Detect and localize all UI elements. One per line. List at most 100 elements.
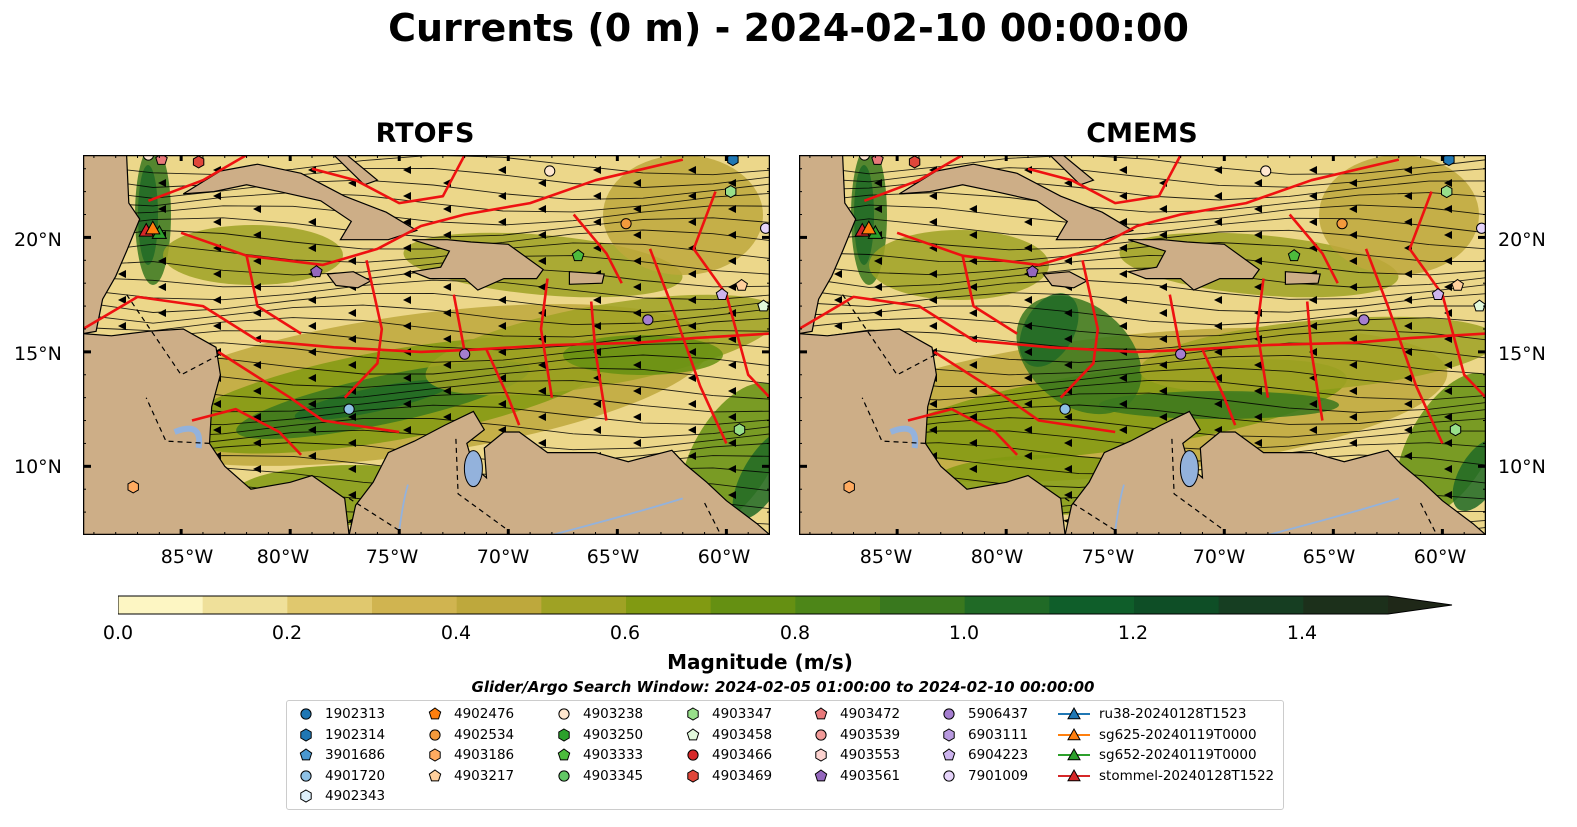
lat-tick-label: 20°N (1498, 229, 1546, 251)
legend-item: 1902314 (295, 725, 385, 745)
lon-tick-label: 70°W (1192, 546, 1246, 568)
legend-item: 4903561 (810, 766, 900, 786)
colorbar-segment (795, 596, 881, 614)
float-marker (642, 314, 654, 326)
float-marker (1441, 185, 1453, 199)
legend-item: stommel-20240128T1522 (1057, 766, 1274, 786)
float-marker (1451, 278, 1464, 291)
legend-item: 4903469 (682, 766, 772, 786)
legend-item-label: 4903347 (712, 706, 773, 722)
legend-item-label: sg625-20240119T0000 (1099, 726, 1257, 743)
legend-item: 7901009 (938, 766, 1028, 786)
float-marker (1059, 403, 1071, 415)
lon-tick-label: 65°W (586, 546, 640, 568)
lat-tick-label: 10°N (1498, 456, 1546, 478)
pentagon-marker-icon (428, 707, 442, 720)
legend-item: sg652-20240119T0000 (1057, 745, 1257, 765)
float-marker (908, 155, 921, 169)
float-marker (310, 265, 323, 278)
legend-item: 4902534 (424, 725, 514, 745)
legend-item-label: 1902314 (325, 726, 386, 743)
float-marker (1026, 265, 1039, 278)
legend-item-label: 4903561 (840, 767, 901, 784)
colorbar-extend-arrow (1388, 596, 1452, 614)
legend-item: 4902343 (295, 786, 385, 806)
triangle-marker-icon (1058, 747, 1090, 761)
glider-marker (144, 220, 161, 235)
legend-item-label: 4903458 (712, 726, 773, 743)
float-marker (715, 287, 729, 300)
float-marker (1358, 314, 1370, 326)
lat-tick-label: 15°N (1498, 343, 1546, 365)
float-marker (843, 480, 855, 494)
colorbar-segment (964, 596, 1050, 614)
float-marker (155, 155, 168, 165)
legend-item-label: 1902313 (325, 706, 386, 722)
float-marker (733, 423, 746, 437)
legend-item: 4902476 (424, 704, 514, 724)
colorbar-label: Magnitude (m/s) (667, 650, 853, 674)
hexagon-marker-icon (429, 748, 441, 762)
hexagon-marker-icon (558, 727, 570, 742)
magnitude-colorbar (118, 595, 1453, 615)
lon-tick-label: 75°W (1081, 546, 1135, 568)
colorbar-tick-label: 0.2 (271, 622, 303, 644)
circle-marker-icon (300, 769, 312, 782)
lon-tick-label: 80°W (970, 546, 1024, 568)
legend-item-label: 4903469 (712, 767, 773, 784)
triangle-marker-icon (1058, 727, 1090, 740)
legend-item-label: 4903217 (454, 767, 515, 784)
float-marker (760, 222, 770, 234)
colorbar-segment (1134, 596, 1220, 614)
float-marker (735, 278, 748, 291)
legend-item: 4903238 (553, 704, 643, 724)
colorbar-segment (372, 596, 458, 614)
legend-item-label: 4903472 (840, 706, 901, 722)
search-window-text: Glider/Argo Search Window: 2024-02-05 01… (471, 678, 1095, 696)
float-marker (571, 249, 585, 262)
legend-item: 4903345 (553, 766, 643, 786)
legend-item: 4903347 (682, 704, 772, 724)
float-marker (1287, 249, 1301, 262)
float-marker (1175, 348, 1187, 360)
colorbar-tick-label: 1.4 (1286, 622, 1318, 644)
legend-item-label: 4903333 (583, 747, 644, 763)
float-marker (1260, 165, 1272, 177)
pentagon-marker-icon (814, 707, 828, 720)
legend-item-label: stommel-20240128T1522 (1099, 767, 1275, 784)
colorbar-segment (541, 596, 627, 614)
circle-marker-icon (558, 708, 570, 720)
float-marker (858, 155, 871, 161)
legend-item: 4903458 (682, 725, 772, 745)
lon-tick-label: 80°W (256, 546, 310, 568)
legend-item: 4903553 (810, 745, 900, 765)
legend-item-label: sg652-20240119T0000 (1099, 747, 1257, 763)
legend-item-label: 4903553 (840, 747, 901, 763)
colorbar-tick-label: 1.0 (948, 622, 980, 644)
legend-item: 3901686 (295, 745, 385, 765)
legend-item-label: 4903186 (454, 747, 515, 763)
legend-item-label: 4902343 (325, 788, 386, 804)
figure-title: Currents (0 m) - 2024-02-10 00:00:00 (388, 6, 1189, 50)
lon-tick-label: 60°W (1413, 546, 1467, 568)
legend-item-label: 7901009 (968, 767, 1029, 784)
colorbar-segment (710, 596, 796, 614)
float-marker (727, 155, 739, 167)
float-marker (192, 155, 205, 169)
lon-tick-label: 85°W (160, 546, 214, 568)
float-marker (142, 155, 155, 161)
cmems-current-map (799, 155, 1486, 535)
rtofs-current-map (83, 155, 770, 535)
float-marker (459, 348, 471, 360)
colorbar-tick-label: 0.0 (102, 622, 134, 644)
pentagon-marker-icon (814, 768, 828, 781)
hexagon-marker-icon (687, 707, 699, 721)
legend-item-label: 4903238 (583, 706, 644, 722)
legend-item-label: 4901720 (325, 767, 386, 784)
colorbar-tick-label: 0.8 (779, 622, 811, 644)
legend-item: sg625-20240119T0000 (1057, 725, 1257, 745)
float-marker (127, 480, 139, 494)
legend-item: 6904223 (938, 745, 1028, 765)
float-marker (1473, 299, 1486, 312)
panel-title-cmems: CMEMS (1086, 118, 1198, 149)
